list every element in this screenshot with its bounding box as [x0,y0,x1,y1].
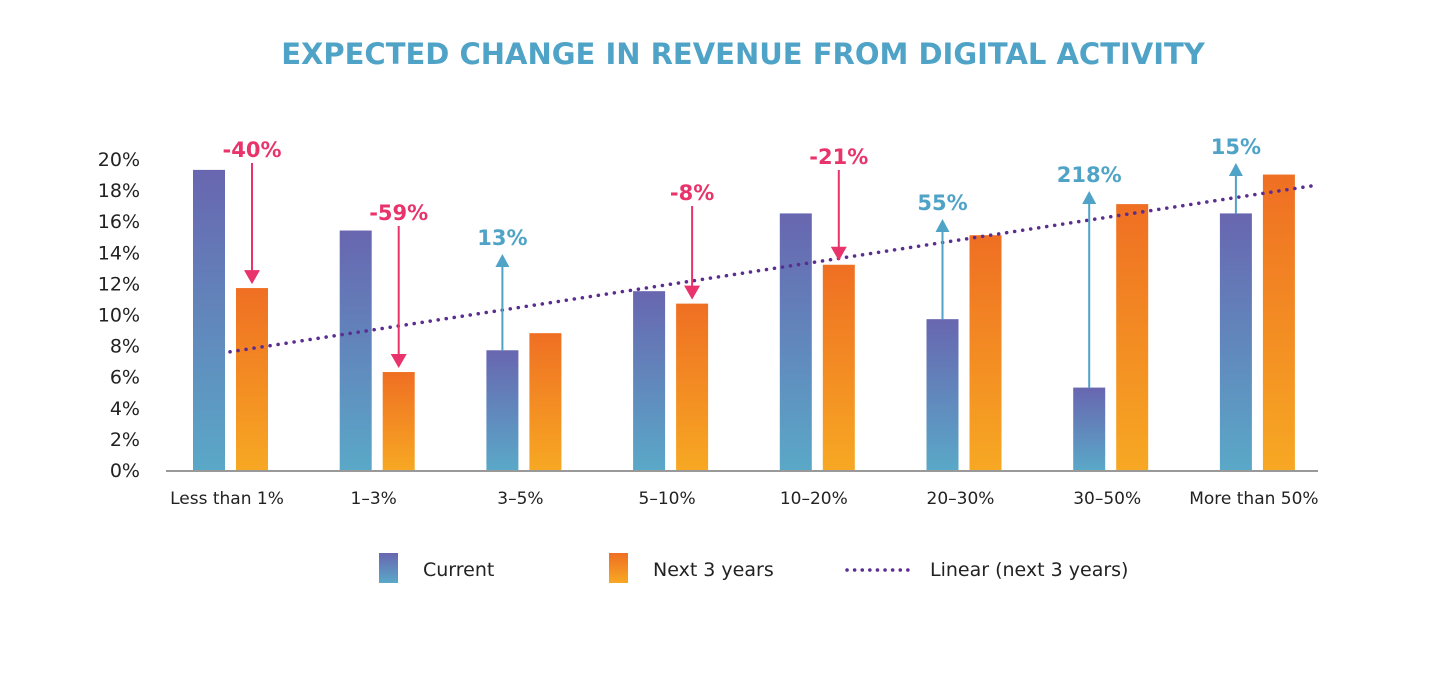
bar-next-3-years [236,288,268,470]
x-tick-label: 10–20% [780,489,848,509]
x-tick-label: 20–30% [927,489,995,509]
arrow-down-head [830,246,847,261]
bar-current [1073,387,1106,470]
bar-current [779,213,812,471]
trendline-line [228,183,1317,354]
bar-current [193,169,225,470]
x-tick-label: 30–50% [1073,489,1141,509]
x-axis: Less than 1% 1–3% 3–5% 5–10% 10–20% 20–30% 30–… [170,489,1318,509]
arrow-up-head [495,254,510,267]
change-label: -8% [670,181,714,205]
change-label: 13% [477,226,527,250]
y-tick-label: 2% [110,429,140,451]
legend-label-next: Next 3 years [653,559,774,581]
x-tick-label: 5–10% [639,489,696,509]
y-tick-label: 0% [110,460,140,482]
legend-label-trend: Linear (next 3 years) [930,559,1128,581]
annotations: -40% -59% 13% -8% -21% 55% 218% 15% [223,135,1261,388]
trendline [228,183,1317,354]
y-tick-label: 20% [98,149,140,171]
legend-label-current: Current [423,559,494,581]
x-tick-label: 1–3% [351,489,397,509]
arrow-down-head [684,285,701,300]
bar-next-3-years [382,372,415,470]
y-axis: 0% 2% 4% 6% 8% 10% 12% 14% 16% 18% 20% [98,149,140,482]
legend-swatch-current [379,553,398,583]
bar-current [339,230,372,470]
y-tick-label: 16% [98,211,140,233]
y-tick-label: 8% [110,336,140,358]
bar-current [926,319,959,470]
x-tick-label: 3–5% [497,489,543,509]
arrow-up-head [935,219,950,232]
y-tick-label: 14% [98,242,140,264]
bars [193,169,1295,471]
bar-next-3-years [1262,174,1295,471]
arrow-up-head [1228,163,1243,176]
y-tick-label: 18% [98,180,140,202]
x-tick-label: Less than 1% [170,489,284,509]
y-tick-label: 4% [110,398,140,420]
legend-swatch-next [609,553,628,583]
bar-current [486,350,519,470]
bar-current [1219,213,1252,471]
bar-next-3-years [529,333,562,470]
x-tick-label: More than 50% [1189,489,1318,509]
legend: Current Next 3 years Linear (next 3 year… [379,553,1128,583]
arrow-down-head [244,270,260,285]
change-label: -21% [809,145,868,169]
arrow-down-head [390,354,407,369]
y-tick-label: 12% [98,273,140,295]
bar-current [633,291,666,470]
arrow-up-head [1082,191,1097,204]
change-label: 15% [1211,135,1261,159]
change-label: -59% [369,201,428,225]
change-label: -40% [223,138,282,162]
bar-next-3-years [969,235,1002,470]
chart-title: EXPECTED CHANGE IN REVENUE FROM DIGITAL … [281,37,1206,71]
change-label: 218% [1057,163,1122,187]
y-tick-label: 10% [98,305,140,327]
change-label: 55% [917,191,967,215]
bar-next-3-years [822,264,855,470]
y-tick-label: 6% [110,367,140,389]
bar-next-3-years [676,303,709,470]
bar-next-3-years [1116,204,1149,470]
